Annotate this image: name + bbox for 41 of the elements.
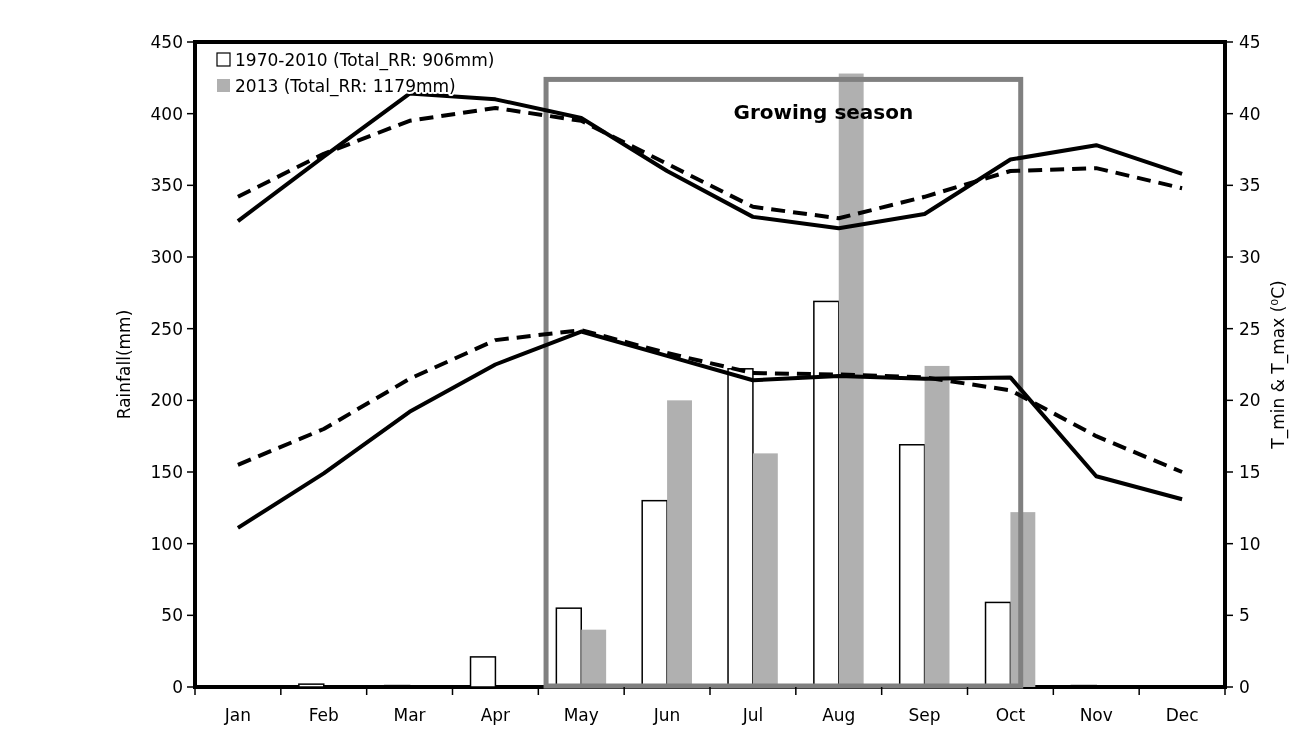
- y2-tick-label: 20: [1239, 390, 1261, 411]
- y2-tick-label: 45: [1239, 31, 1261, 52]
- annotation: Growing season: [733, 100, 914, 125]
- x-tick-label: May: [563, 705, 599, 725]
- x-tick-label: Mar: [393, 705, 426, 725]
- y-tick-label: 150: [150, 461, 183, 482]
- y-tick-label: 400: [150, 103, 183, 124]
- bar: [752, 453, 778, 687]
- y2-tick-label: 10: [1239, 533, 1261, 554]
- x-tick-label: Oct: [995, 705, 1026, 725]
- y2-tick-label: 25: [1239, 318, 1261, 339]
- y2-tick-label: 0: [1239, 676, 1250, 697]
- legend-label: 1970-2010 (Total_RR: 906mm): [235, 49, 495, 71]
- y2-tick-label: 15: [1239, 461, 1261, 482]
- x-tick-label: Sep: [908, 705, 941, 725]
- bar: [581, 629, 607, 687]
- y2-tick-label: 30: [1239, 246, 1261, 267]
- y-tick-label: 300: [150, 246, 183, 267]
- y2-tick-label: 5: [1239, 605, 1250, 626]
- x-tick-label: Jul: [741, 705, 764, 725]
- y-tick-label: 450: [150, 31, 183, 52]
- y-tick-label: 0: [172, 676, 183, 697]
- y-tick-label: 250: [150, 318, 183, 339]
- y-tick-label: 350: [150, 175, 183, 196]
- y2-tick-label: 35: [1239, 175, 1261, 196]
- x-tick-label: Feb: [308, 705, 339, 725]
- y-tick-label: 50: [161, 605, 183, 626]
- bar: [924, 365, 950, 687]
- x-tick-label: Dec: [1165, 705, 1199, 725]
- bar: [667, 400, 692, 687]
- x-tick-label: Jan: [223, 705, 252, 725]
- y2-axis-title: T_min & T_max (⁰C): [1268, 280, 1289, 450]
- legend-label: 2013 (Total_RR: 1179mm): [235, 75, 456, 97]
- y-tick-label: 200: [150, 390, 183, 411]
- x-tick-label: Nov: [1079, 705, 1113, 725]
- y2-tick-label: 40: [1239, 103, 1261, 124]
- y-axis-title: Rainfall(mm): [114, 309, 134, 420]
- x-tick-label: Aug: [822, 705, 856, 725]
- x-tick-label: Jun: [652, 705, 681, 725]
- y-tick-label: 100: [150, 533, 183, 554]
- x-tick-label: Apr: [480, 705, 511, 725]
